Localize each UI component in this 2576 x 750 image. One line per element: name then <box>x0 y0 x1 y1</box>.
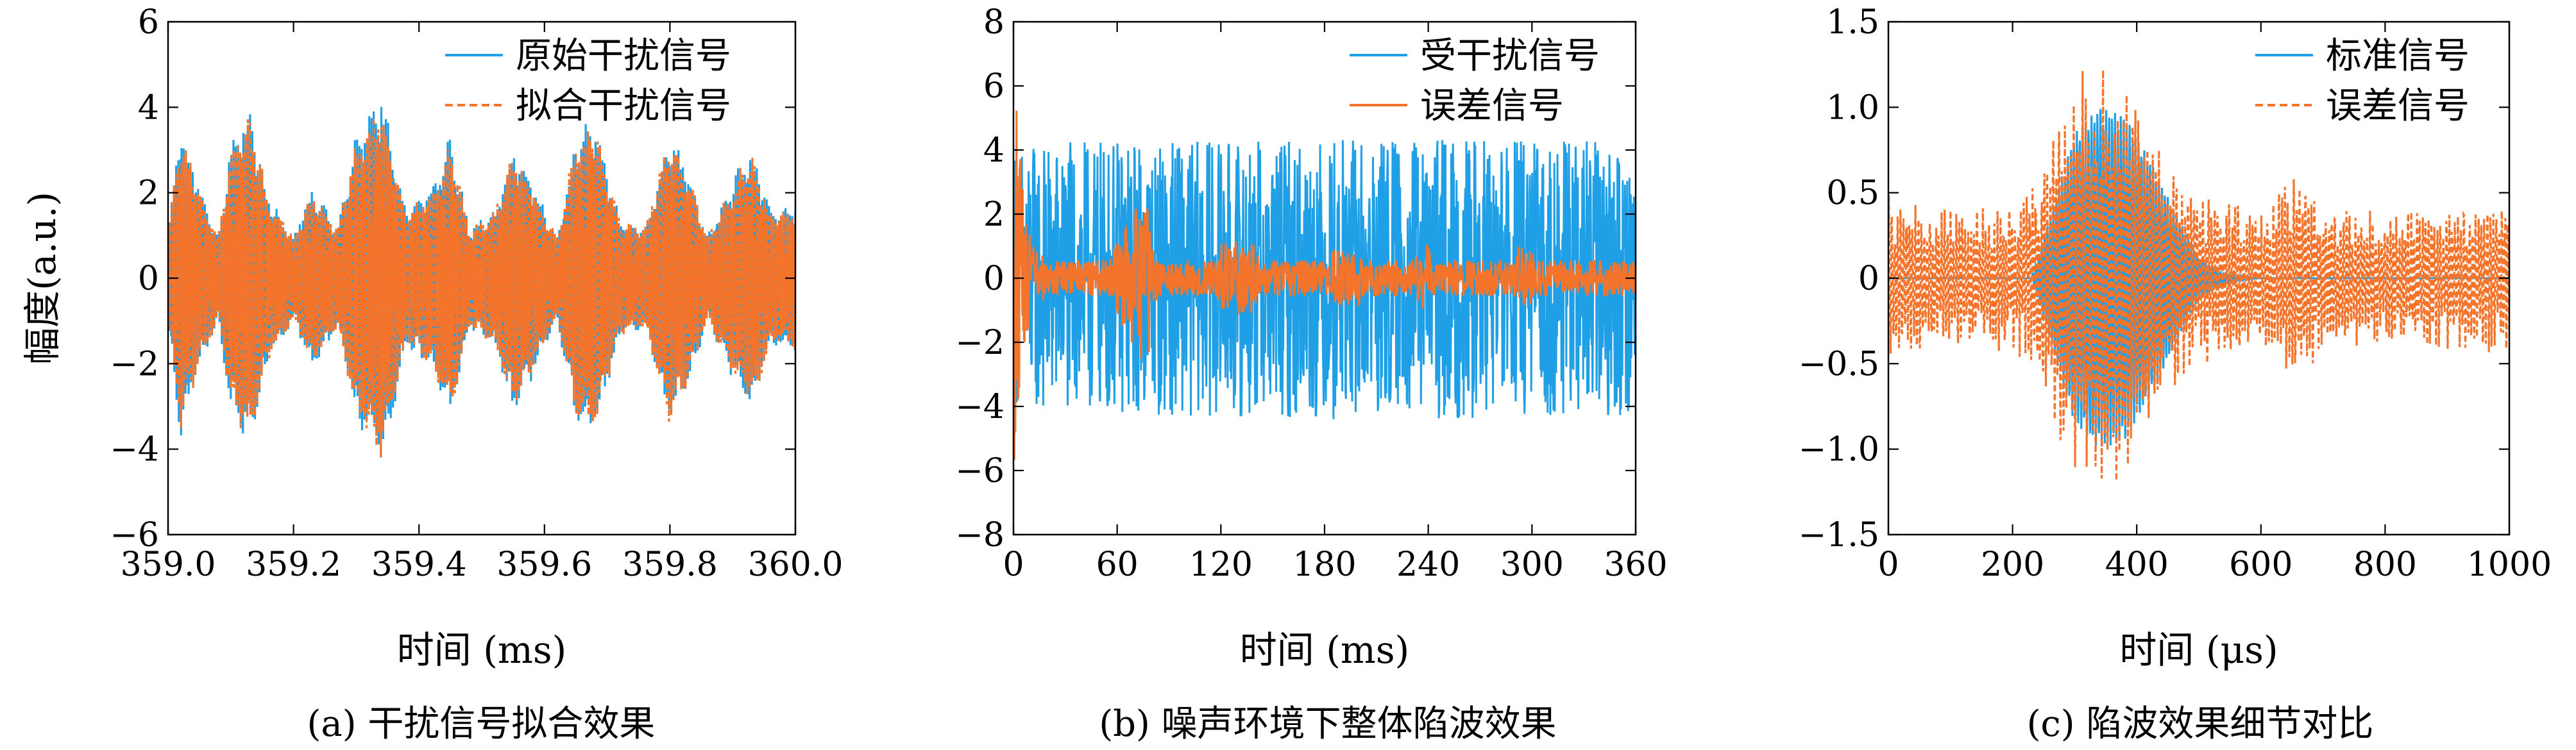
chart-a: 359.0 359.2 359.4 359.6 359.8 360.0 −6 −4 −2 0 2 4 6… <box>21 3 843 745</box>
x-tick-label: 240 <box>1396 546 1460 584</box>
y-tick-label: −2 <box>110 345 159 383</box>
y-tick-label: 0 <box>138 260 159 298</box>
legend-label-2: 误差信号 <box>1420 85 1564 127</box>
legend-label-2: 拟合干扰信号 <box>516 85 731 127</box>
x-tick-label: 60 <box>1096 546 1139 584</box>
chart-caption: (b) 噪声环境下整体陷波效果 <box>1099 703 1556 745</box>
y-tick-label: 0 <box>983 260 1004 298</box>
series-2-line <box>168 117 795 458</box>
y-tick-label: 1.5 <box>1826 3 1879 42</box>
x-tick-label: 180 <box>1292 546 1356 584</box>
x-axis-label: 时间 (ms) <box>397 628 566 672</box>
x-tick-label: 0 <box>1003 546 1024 584</box>
y-tick-label: −4 <box>955 388 1004 426</box>
chart-caption: (c) 陷波效果细节对比 <box>2027 703 2374 745</box>
x-tick-label: 359.6 <box>496 546 592 584</box>
x-tick-label: 400 <box>2105 546 2169 584</box>
y-axis-label: 幅度(a.u.) <box>21 192 64 365</box>
y-tick-label: 0.5 <box>1826 174 1879 213</box>
x-tick-label: 120 <box>1189 546 1253 584</box>
x-tick-label: 200 <box>1981 546 2044 584</box>
series-2-line <box>1888 70 2509 481</box>
x-tick-label: 359.4 <box>371 546 467 584</box>
y-tick-label: 4 <box>983 131 1004 170</box>
x-tick-label: 360 <box>1604 546 1667 584</box>
series-2-line <box>1013 110 1636 460</box>
y-tick-label: −1.5 <box>1799 516 1879 554</box>
chart-b: 0 60 120 180 240 300 360 −8 −6 −4 −2 0 2 4 6 8 时间 (ms) (b… <box>955 3 1667 745</box>
y-tick-label: 1.0 <box>1826 88 1879 127</box>
x-tick-label: 359.0 <box>121 546 216 584</box>
y-tick-label: −0.5 <box>1799 345 1879 383</box>
legend-label-2: 误差信号 <box>2326 85 2470 127</box>
x-tick-label: 800 <box>2353 546 2417 584</box>
y-tick-label: −6 <box>110 516 159 554</box>
x-tick-label: 1000 <box>2467 546 2552 584</box>
x-tick-label: 0 <box>1877 546 1899 584</box>
y-tick-label: 4 <box>138 88 159 127</box>
y-tick-label: −8 <box>955 516 1004 554</box>
y-tick-label: 0 <box>1858 260 1879 298</box>
legend-label-1: 标准信号 <box>2326 35 2470 77</box>
legend-label-1: 受干扰信号 <box>1420 35 1600 77</box>
series-1-line <box>1013 140 1636 419</box>
y-tick-label: 6 <box>138 3 159 42</box>
y-tick-label: 6 <box>983 67 1004 106</box>
chart-caption: (a) 干扰信号拟合效果 <box>307 703 656 745</box>
x-axis-label: 时间 (ms) <box>1240 628 1409 672</box>
y-tick-label: −6 <box>955 452 1004 490</box>
y-tick-label: −2 <box>955 324 1004 362</box>
y-tick-label: 2 <box>983 196 1004 234</box>
legend-label-1: 原始干扰信号 <box>516 35 731 77</box>
chart-c: 0 200 400 600 800 1000 −1.5 −1.0 −0.5 0 0.5 1.0 1.5 时… <box>1799 3 2552 745</box>
x-tick-label: 359.2 <box>246 546 341 584</box>
y-tick-label: 2 <box>138 174 159 213</box>
x-tick-label: 359.8 <box>622 546 718 584</box>
x-tick-label: 360.0 <box>748 546 843 584</box>
y-tick-label: −1.0 <box>1799 431 1879 469</box>
y-tick-label: −4 <box>110 431 159 469</box>
x-axis-label: 时间 (μs) <box>2119 628 2278 672</box>
x-tick-label: 600 <box>2229 546 2292 584</box>
x-tick-label: 300 <box>1500 546 1564 584</box>
y-tick-label: 8 <box>983 3 1004 42</box>
